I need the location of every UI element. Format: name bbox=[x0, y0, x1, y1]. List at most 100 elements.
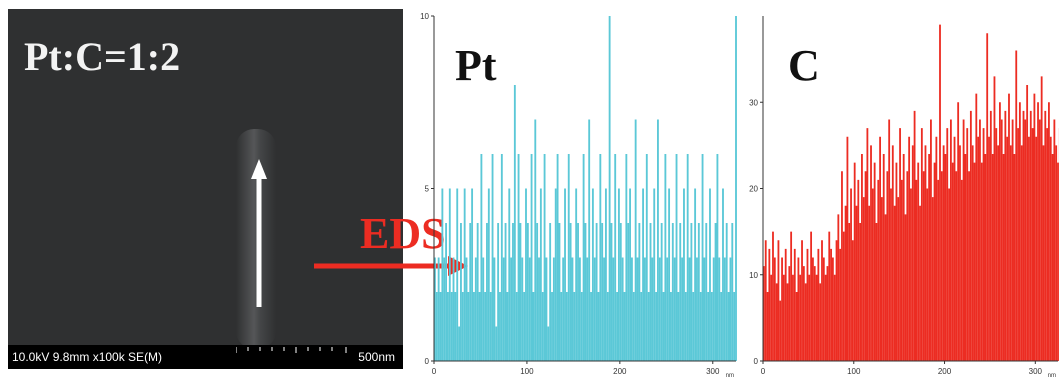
bar bbox=[437, 257, 440, 361]
bar bbox=[813, 266, 816, 361]
bar bbox=[861, 154, 863, 361]
bar bbox=[911, 145, 914, 361]
bar bbox=[640, 292, 643, 361]
y-tick-label: 20 bbox=[749, 185, 758, 194]
x-tick-label: 200 bbox=[938, 367, 952, 376]
bar bbox=[707, 292, 710, 361]
bar bbox=[886, 171, 889, 361]
bar bbox=[539, 188, 542, 361]
bar bbox=[848, 223, 851, 361]
bar bbox=[562, 257, 565, 361]
bar bbox=[705, 223, 708, 361]
bar bbox=[552, 257, 555, 361]
bar bbox=[487, 188, 490, 361]
bar bbox=[763, 266, 765, 361]
bar bbox=[802, 266, 805, 361]
bar bbox=[828, 231, 831, 361]
bar bbox=[873, 162, 876, 361]
bar bbox=[831, 257, 834, 361]
bar bbox=[879, 136, 881, 361]
bar bbox=[588, 119, 591, 361]
bar bbox=[799, 274, 802, 361]
bar bbox=[670, 292, 672, 361]
bar bbox=[902, 154, 905, 361]
bar bbox=[621, 257, 624, 361]
bar bbox=[655, 292, 658, 361]
x-tick-label: 300 bbox=[1029, 367, 1043, 376]
bar bbox=[515, 292, 518, 361]
bar bbox=[499, 292, 501, 361]
bar bbox=[853, 162, 856, 361]
bar bbox=[890, 188, 892, 361]
bar bbox=[543, 154, 546, 361]
bar bbox=[577, 223, 579, 361]
bar bbox=[606, 292, 609, 361]
bar bbox=[837, 214, 840, 361]
bar bbox=[842, 231, 845, 361]
bar bbox=[657, 119, 659, 361]
bar bbox=[599, 154, 602, 361]
bar bbox=[984, 154, 987, 361]
bar bbox=[960, 179, 963, 361]
bar bbox=[538, 257, 540, 361]
bar bbox=[580, 292, 583, 361]
bar bbox=[677, 292, 680, 361]
bar bbox=[895, 162, 898, 361]
bar bbox=[701, 154, 704, 361]
scale-ticks bbox=[236, 347, 347, 353]
bar bbox=[1018, 102, 1021, 361]
bar bbox=[810, 231, 813, 361]
bar bbox=[619, 223, 622, 361]
bar bbox=[571, 257, 574, 361]
bar bbox=[666, 257, 669, 361]
bar bbox=[937, 179, 940, 361]
bar bbox=[709, 188, 711, 361]
bar bbox=[1026, 85, 1029, 361]
bar bbox=[575, 188, 578, 361]
bar bbox=[1038, 119, 1041, 361]
bar bbox=[636, 257, 639, 361]
bar bbox=[913, 110, 916, 361]
scale-bar-label: 500nm bbox=[358, 350, 395, 364]
bar bbox=[725, 223, 728, 361]
bar bbox=[541, 292, 544, 361]
bar bbox=[946, 128, 949, 361]
bars bbox=[763, 24, 1059, 361]
bar bbox=[460, 223, 462, 361]
bar bbox=[949, 119, 952, 361]
bar bbox=[578, 257, 581, 361]
bar bbox=[671, 223, 674, 361]
bar bbox=[1040, 76, 1043, 361]
bar bbox=[924, 145, 927, 361]
bar bbox=[824, 274, 827, 361]
bar bbox=[857, 179, 860, 361]
bar bbox=[1046, 128, 1049, 361]
bar bbox=[864, 171, 867, 361]
bar bbox=[1028, 136, 1030, 361]
bar bbox=[545, 257, 548, 361]
bar bbox=[714, 223, 717, 361]
bar bbox=[519, 223, 522, 361]
bar bbox=[627, 223, 630, 361]
bar bbox=[595, 223, 598, 361]
bar bbox=[979, 119, 981, 361]
bar bbox=[940, 171, 943, 361]
bar bbox=[875, 223, 878, 361]
bar bbox=[822, 257, 825, 361]
bar bbox=[616, 292, 618, 361]
bar bbox=[790, 231, 793, 361]
bar bbox=[881, 197, 883, 361]
bar bbox=[547, 326, 550, 361]
bar bbox=[772, 231, 774, 361]
bar bbox=[968, 171, 970, 361]
bar bbox=[525, 188, 527, 361]
bar bbox=[564, 188, 566, 361]
bar bbox=[888, 119, 891, 361]
bar bbox=[604, 188, 607, 361]
bar bbox=[877, 179, 880, 361]
bar bbox=[855, 205, 858, 361]
bar bbox=[729, 257, 732, 361]
bar bbox=[969, 110, 972, 361]
bar bbox=[697, 223, 700, 361]
